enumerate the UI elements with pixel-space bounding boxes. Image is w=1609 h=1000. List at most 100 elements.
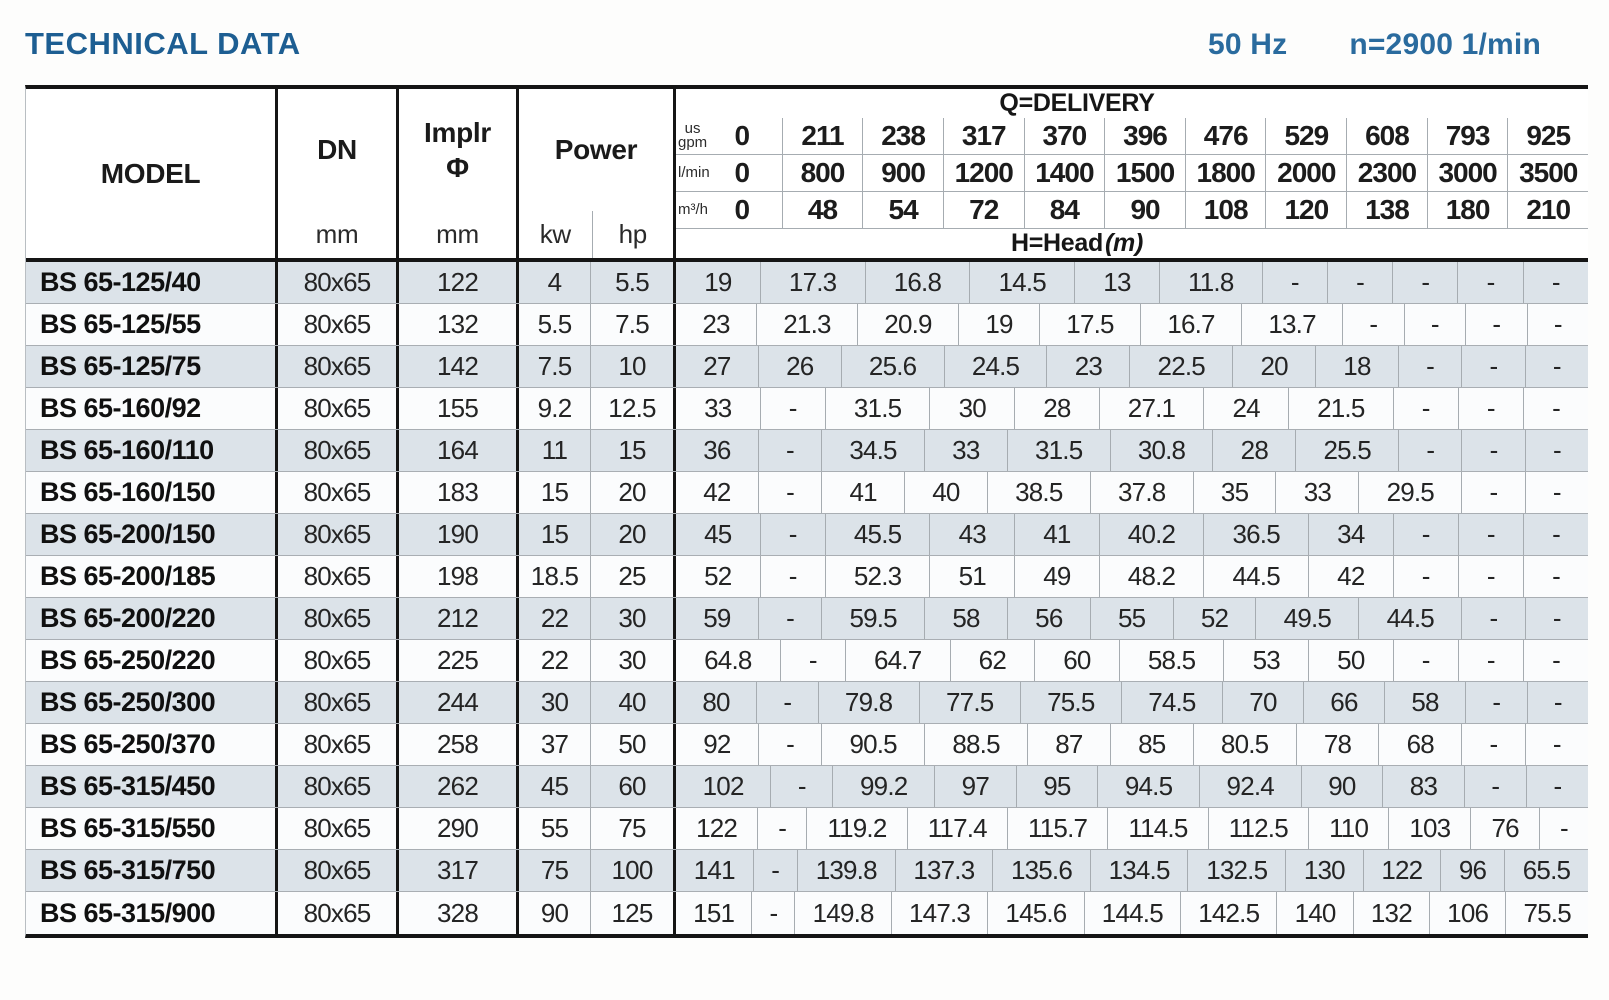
dn-unit-label: mm <box>315 219 359 249</box>
head-value-cell: - <box>1461 724 1524 765</box>
head-value-cell: 31.5 <box>824 388 930 429</box>
head-value-cell: 92 <box>673 724 758 765</box>
h-head-title: H=Head (m) <box>621 229 1533 258</box>
table-body: BS 65-125/40 80x65 122 4 5.5 19 17.3 16.8 14.5 13… <box>26 262 1588 934</box>
usgpm-value: 793 <box>1445 120 1491 151</box>
head-value-cell: - <box>1461 472 1524 513</box>
head-value-cell: 29.5 <box>1358 472 1461 513</box>
head-value-cell: 42 <box>673 472 758 513</box>
head-value-cell: 130 <box>1285 850 1363 891</box>
head-value-cell: - <box>759 556 825 597</box>
hp-cell: 10 <box>590 346 673 387</box>
head-value-cell: 145.6 <box>987 892 1083 934</box>
head-value-cell: - <box>1261 262 1327 303</box>
head-value-cell: 38.5 <box>986 472 1090 513</box>
head-value-cell: 35 <box>1192 472 1276 513</box>
head-value-cell: 64.7 <box>844 640 950 681</box>
impeller-cell: 122 <box>396 262 516 303</box>
lmin-unit-label: l/min <box>678 163 710 181</box>
table-row: BS 65-250/300 80x65 244 30 40 80-79.8 77.5 75.5… <box>26 682 1588 724</box>
head-value-cell: 30.8 <box>1109 430 1213 471</box>
technical-data-table: MODEL DN mm Implr Φ mm Power kw hp <box>25 85 1588 938</box>
header-value-cell: 3500 <box>1507 155 1588 191</box>
header-value-cell: l/min 0 <box>676 155 782 191</box>
model-cell: BS 65-160/110 <box>40 435 214 465</box>
head-value-cell: - <box>759 388 825 429</box>
dn-cell: 80x65 <box>275 346 396 387</box>
head-value-cell: 55 <box>1089 598 1173 639</box>
header-value-cell: 210 <box>1507 192 1588 228</box>
head-value-cell: 83 <box>1382 766 1464 807</box>
head-value-cell: 80 <box>673 682 756 723</box>
model-cell: BS 65-250/300 <box>40 687 216 717</box>
impeller-cell: 244 <box>396 682 516 723</box>
head-value-cell: 132.5 <box>1187 850 1285 891</box>
head-value-cell: - <box>1524 472 1588 513</box>
head-value-cell: 23 <box>1046 346 1129 387</box>
lmin-value: 3500 <box>1519 157 1578 188</box>
header-value-cell: 476 <box>1184 118 1266 154</box>
header-value-cell: 90 <box>1104 192 1185 228</box>
hp-cell: 7.5 <box>590 304 673 345</box>
m3h-value: 210 <box>1526 194 1571 225</box>
head-value-cell: 24.5 <box>943 346 1047 387</box>
header-value-cell: 608 <box>1346 118 1427 154</box>
m3h-value: 72 <box>969 194 999 225</box>
unit-row-lmin: l/min 0 800 900 1200 1400 1500 1800 2000 2300 3000… <box>676 155 1588 192</box>
head-value-cell: 33 <box>1275 472 1358 513</box>
impeller-cell: 328 <box>396 892 516 934</box>
head-value-cell: - <box>1457 262 1522 303</box>
head-value-cell: 142.5 <box>1180 892 1276 934</box>
dn-cell: 80x65 <box>275 430 396 471</box>
head-value-cell: - <box>1538 808 1588 849</box>
head-value-cell: 140 <box>1276 892 1352 934</box>
table-row: BS 65-200/150 80x65 190 15 20 45-45.5 43 41 40.2… <box>26 514 1588 556</box>
head-value-cell: 135.6 <box>992 850 1090 891</box>
lmin-value: 1500 <box>1115 157 1175 188</box>
kw-cell: 22 <box>516 598 590 639</box>
head-value-cell: 80.5 <box>1192 724 1296 765</box>
head-value-cell: 90 <box>1300 766 1383 807</box>
impeller-header-label: Implr <box>424 117 491 148</box>
head-value-cell: 11.8 <box>1158 262 1262 303</box>
head-value-cell: - <box>757 724 821 765</box>
head-value-cell: 24 <box>1203 388 1288 429</box>
header-value-cell: 2000 <box>1265 155 1346 191</box>
head-value-cell: 16.7 <box>1140 304 1241 345</box>
head-value-cell: 117.4 <box>906 808 1007 849</box>
head-value-cell: 79.8 <box>817 682 919 723</box>
head-value-cell: - <box>1526 682 1589 723</box>
kw-cell: 4 <box>516 262 590 303</box>
impeller-cell: 290 <box>396 808 516 849</box>
head-value-cell: 30 <box>929 388 1014 429</box>
dn-cell: 80x65 <box>275 304 396 345</box>
model-cell: BS 65-250/220 <box>40 645 216 675</box>
head-value-cell: - <box>752 850 797 891</box>
head-value-cell: 66 <box>1302 682 1384 723</box>
head-value-cell: - <box>1326 262 1392 303</box>
head-value-cell: 36 <box>673 430 758 471</box>
head-value-cell: 23 <box>673 304 756 345</box>
head-value-cell: - <box>757 598 821 639</box>
m3h-value: 54 <box>888 194 919 225</box>
head-value-cell: 28 <box>1014 388 1099 429</box>
head-value-cell: 88.5 <box>924 724 1027 765</box>
column-header-model: MODEL <box>26 89 275 258</box>
head-value-cell: 59.5 <box>821 598 924 639</box>
head-value-cell: 151 <box>673 892 751 934</box>
lmin-value: 2000 <box>1277 157 1336 188</box>
head-value-cell: 17.3 <box>759 262 865 303</box>
dn-header-label: DN <box>317 134 357 165</box>
head-value-cell: 76 <box>1470 808 1539 849</box>
head-value-cell: 33 <box>923 430 1007 471</box>
head-value-cell: - <box>1524 430 1588 471</box>
head-value-cell: 45 <box>673 514 760 555</box>
power-hp-label: hp <box>618 219 648 249</box>
head-value-cell: - <box>1526 304 1588 345</box>
head-value-cell: - <box>757 430 821 471</box>
hp-cell: 12.5 <box>590 388 673 429</box>
header-value-cell: 1800 <box>1184 155 1266 191</box>
m3h-unit-label: m³/h <box>678 200 708 218</box>
head-value-cell: 13 <box>1074 262 1159 303</box>
